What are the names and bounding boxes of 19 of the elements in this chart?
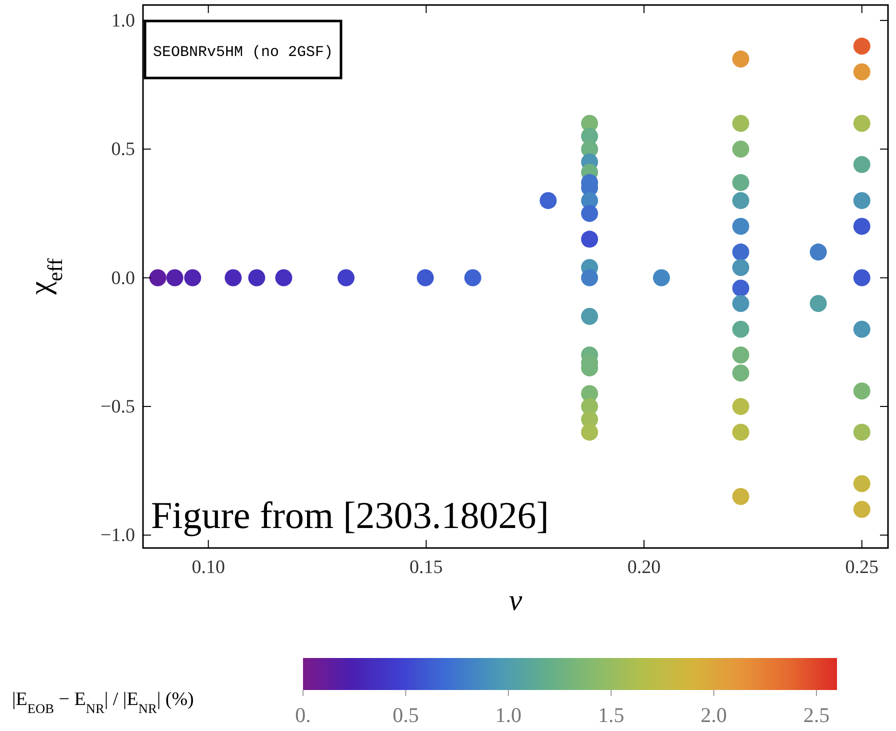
color-bar-label: 0.5 — [392, 703, 419, 727]
color-bar-label: 2.5 — [803, 703, 830, 727]
y-tick-label: −1.0 — [100, 525, 135, 546]
y-tick-label: 1.0 — [111, 10, 135, 32]
x-tick-label: 0.20 — [627, 557, 661, 578]
color-bar-title: |E$_{EOB}$ − E$_{NR}$| / |E$_{NR}$| (%) — [12, 689, 194, 716]
color-bar-label: 2.0 — [700, 703, 727, 727]
color-bar-label: 1.0 — [495, 703, 522, 727]
x-axis-title: ν — [508, 584, 523, 617]
x-tick-label: 0.25 — [845, 557, 878, 578]
color-bar-label: 1.5 — [598, 703, 624, 727]
x-tick-label: 0.10 — [192, 557, 225, 578]
y-tick-label: 0.5 — [111, 139, 135, 160]
annotation: Figure from [2303.18026] — [151, 495, 549, 537]
x-tick-label: 0.15 — [410, 557, 443, 578]
y-tick-label: −0.5 — [100, 396, 135, 418]
y-tick-label: 0.0 — [111, 268, 135, 289]
color-bar-label: 0. — [295, 703, 311, 727]
annotation: SEOBNRv5HM (no 2GSF) — [152, 44, 334, 61]
